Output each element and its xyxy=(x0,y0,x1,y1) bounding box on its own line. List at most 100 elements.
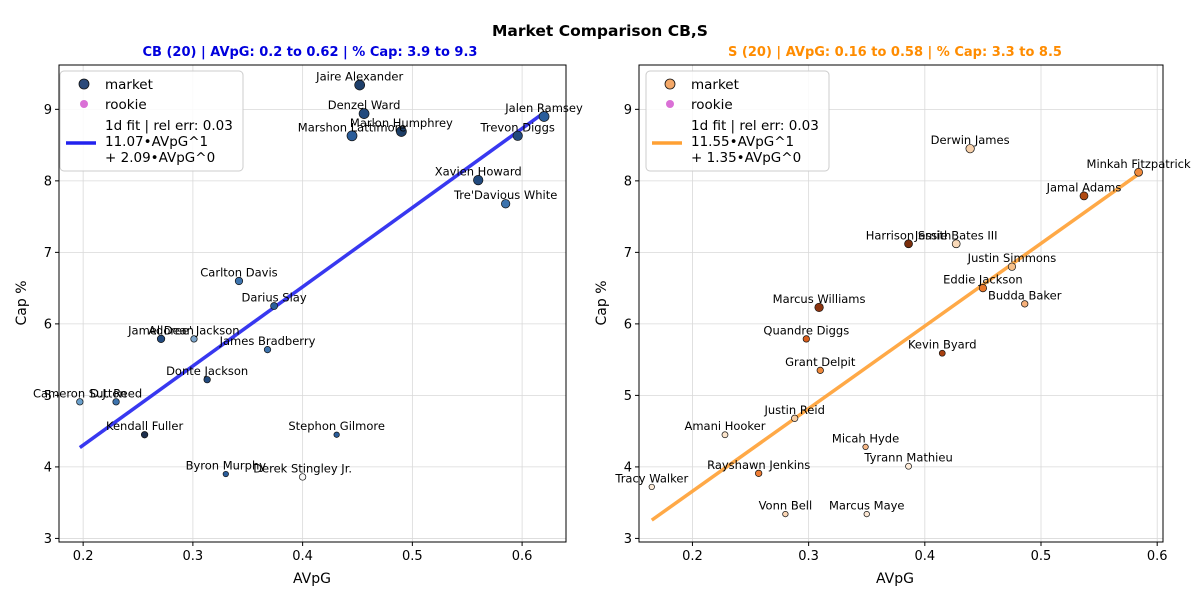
s-point xyxy=(816,366,824,374)
s-point xyxy=(978,284,988,293)
cb-point xyxy=(263,346,272,354)
s-y-tick-label: 5 xyxy=(624,389,632,404)
s-legend-fit-line-1: 1d fit | rel err: 0.03 xyxy=(691,118,819,134)
s-y-tick-label: 6 xyxy=(624,317,632,332)
cb-y-tick-label: 8 xyxy=(44,174,52,189)
cb-point-labels: Jalen Ramsey Jaire Alexander Denzel Ward Ma… xyxy=(33,70,583,476)
s-point xyxy=(862,443,869,450)
s-x-tick-label: 0.3 xyxy=(798,549,819,564)
s-x-ticks: 0.2 0.3 0.4 0.5 0.6 xyxy=(682,542,1168,564)
cb-point xyxy=(190,335,198,343)
s-point xyxy=(648,483,655,491)
s-point-label: Justin Simmons xyxy=(967,251,1057,265)
cb-point-label: Carlton Davis xyxy=(200,265,277,279)
cb-point-label: Tre'Davious White xyxy=(453,188,557,202)
s-point-label: Rayshawn Jenkins xyxy=(707,458,810,472)
cb-y-tick-label: 5 xyxy=(44,389,52,404)
s-legend-rookie-marker xyxy=(666,100,674,108)
cb-point-label: Marshon Lattimore xyxy=(298,120,406,134)
s-y-tick-label: 9 xyxy=(624,103,632,118)
cb-point-label: Byron Murphy xyxy=(186,459,267,473)
s-legend-fit-line-3: + 1.35•AVpG^0 xyxy=(691,150,801,166)
s-x-axis-label: AVpG xyxy=(876,571,914,587)
cb-point xyxy=(140,431,149,439)
cb-point xyxy=(333,431,340,438)
cb-point xyxy=(156,334,166,343)
cb-x-tick-label: 0.2 xyxy=(73,549,94,564)
cb-legend-rookie-label: rookie xyxy=(105,97,147,113)
cb-point xyxy=(501,199,511,209)
cb-point-label: Trevon Diggs xyxy=(480,120,555,134)
s-point-label: Justin Reid xyxy=(764,403,825,417)
cb-point xyxy=(234,276,244,286)
cb-x-tick-label: 0.3 xyxy=(183,549,204,564)
s-point-label: Marcus Maye xyxy=(829,499,905,513)
cb-point xyxy=(358,108,370,119)
cb-point-label: Cameron Sutton xyxy=(33,386,127,400)
cb-y-axis-label: Cap % xyxy=(14,281,30,326)
s-point-label: Harrison Smith xyxy=(866,228,952,242)
cb-point-label: Kendall Fuller xyxy=(106,419,183,433)
s-legend-fit-line-2: 11.55•AVpG^1 xyxy=(691,134,794,150)
s-point xyxy=(965,144,975,154)
s-chart-title: S (20) | AVpG: 0.16 to 0.58 | % Cap: 3.3… xyxy=(728,45,1062,60)
cb-point-label: Xavien Howard xyxy=(435,165,522,179)
cb-x-tick-label: 0.6 xyxy=(512,549,533,564)
s-point xyxy=(905,462,912,470)
s-point xyxy=(791,414,799,422)
s-point-label: Marcus Williams xyxy=(773,292,866,306)
cb-x-tick-label: 0.4 xyxy=(292,549,313,564)
s-plot-frame xyxy=(638,64,1164,543)
s-point xyxy=(755,469,763,477)
cb-point-label: Donte Jackson xyxy=(166,364,248,378)
s-legend-rookie-label: rookie xyxy=(691,97,733,113)
s-x-tick-label: 0.5 xyxy=(1031,549,1052,564)
cb-legend-box xyxy=(59,70,244,172)
cb-point xyxy=(512,130,523,141)
cb-x-axis-label: AVpG xyxy=(293,571,331,587)
cb-plot-frame xyxy=(58,64,567,543)
cb-point xyxy=(538,111,550,122)
cb-legend-fit-line-2: 11.07•AVpG^1 xyxy=(105,134,208,150)
cb-chart-title: CB (20) | AVpG: 0.2 to 0.62 | % Cap: 3.9… xyxy=(143,45,478,60)
cb-point xyxy=(270,302,278,310)
s-point-label: Vonn Bell xyxy=(759,499,813,513)
s-point xyxy=(904,239,913,249)
cb-point xyxy=(473,175,484,186)
s-legend-market-label: market xyxy=(691,77,739,93)
s-point-label: Derwin James xyxy=(931,133,1010,147)
cb-y-tick-label: 4 xyxy=(44,460,52,475)
cb-point-label: Darius Slay xyxy=(242,291,307,305)
s-point xyxy=(1021,300,1029,308)
cb-point xyxy=(112,398,120,406)
figure-title: Market Comparison CB,S xyxy=(492,22,708,40)
cb-fit-line xyxy=(78,111,546,449)
s-x-tick-label: 0.2 xyxy=(682,549,703,564)
cb-x-ticks: 0.2 0.3 0.4 0.5 0.6 xyxy=(73,542,533,564)
cb-legend: market rookie 1d fit | rel err: 0.03 11.… xyxy=(59,70,244,172)
s-point-label: Quandre Diggs xyxy=(763,323,849,337)
s-point-label: Jamal Adams xyxy=(1046,180,1122,194)
s-chart: S (20) | AVpG: 0.16 to 0.58 | % Cap: 3.3… xyxy=(594,45,1191,587)
s-fit-line xyxy=(650,172,1140,522)
cb-y-tick-label: 9 xyxy=(44,103,52,118)
cb-point-label: D.J. Reed xyxy=(90,386,142,400)
cb-point xyxy=(299,473,307,481)
cb-chart: CB (20) | AVpG: 0.2 to 0.62 | % Cap: 3.9… xyxy=(14,45,583,587)
s-points xyxy=(648,144,1143,518)
cb-point-label: Jalen Ramsey xyxy=(504,101,583,115)
s-y-axis-label: Cap % xyxy=(594,281,610,326)
cb-point xyxy=(222,470,229,478)
s-point-label: Budda Baker xyxy=(988,288,1062,302)
cb-y-tick-label: 3 xyxy=(44,532,52,547)
s-point xyxy=(782,511,789,518)
s-y-tick-label: 4 xyxy=(624,460,632,475)
cb-fit-line-group xyxy=(78,111,546,449)
cb-point-label: Derek Stingley Jr. xyxy=(253,461,352,475)
cb-point-label: Marlon Humphrey xyxy=(350,116,453,130)
s-point-label: Minkah Fitzpatrick xyxy=(1087,157,1191,171)
s-x-tick-label: 0.4 xyxy=(914,549,935,564)
cb-x-tick-label: 0.5 xyxy=(402,549,423,564)
s-legend-box xyxy=(645,70,830,172)
